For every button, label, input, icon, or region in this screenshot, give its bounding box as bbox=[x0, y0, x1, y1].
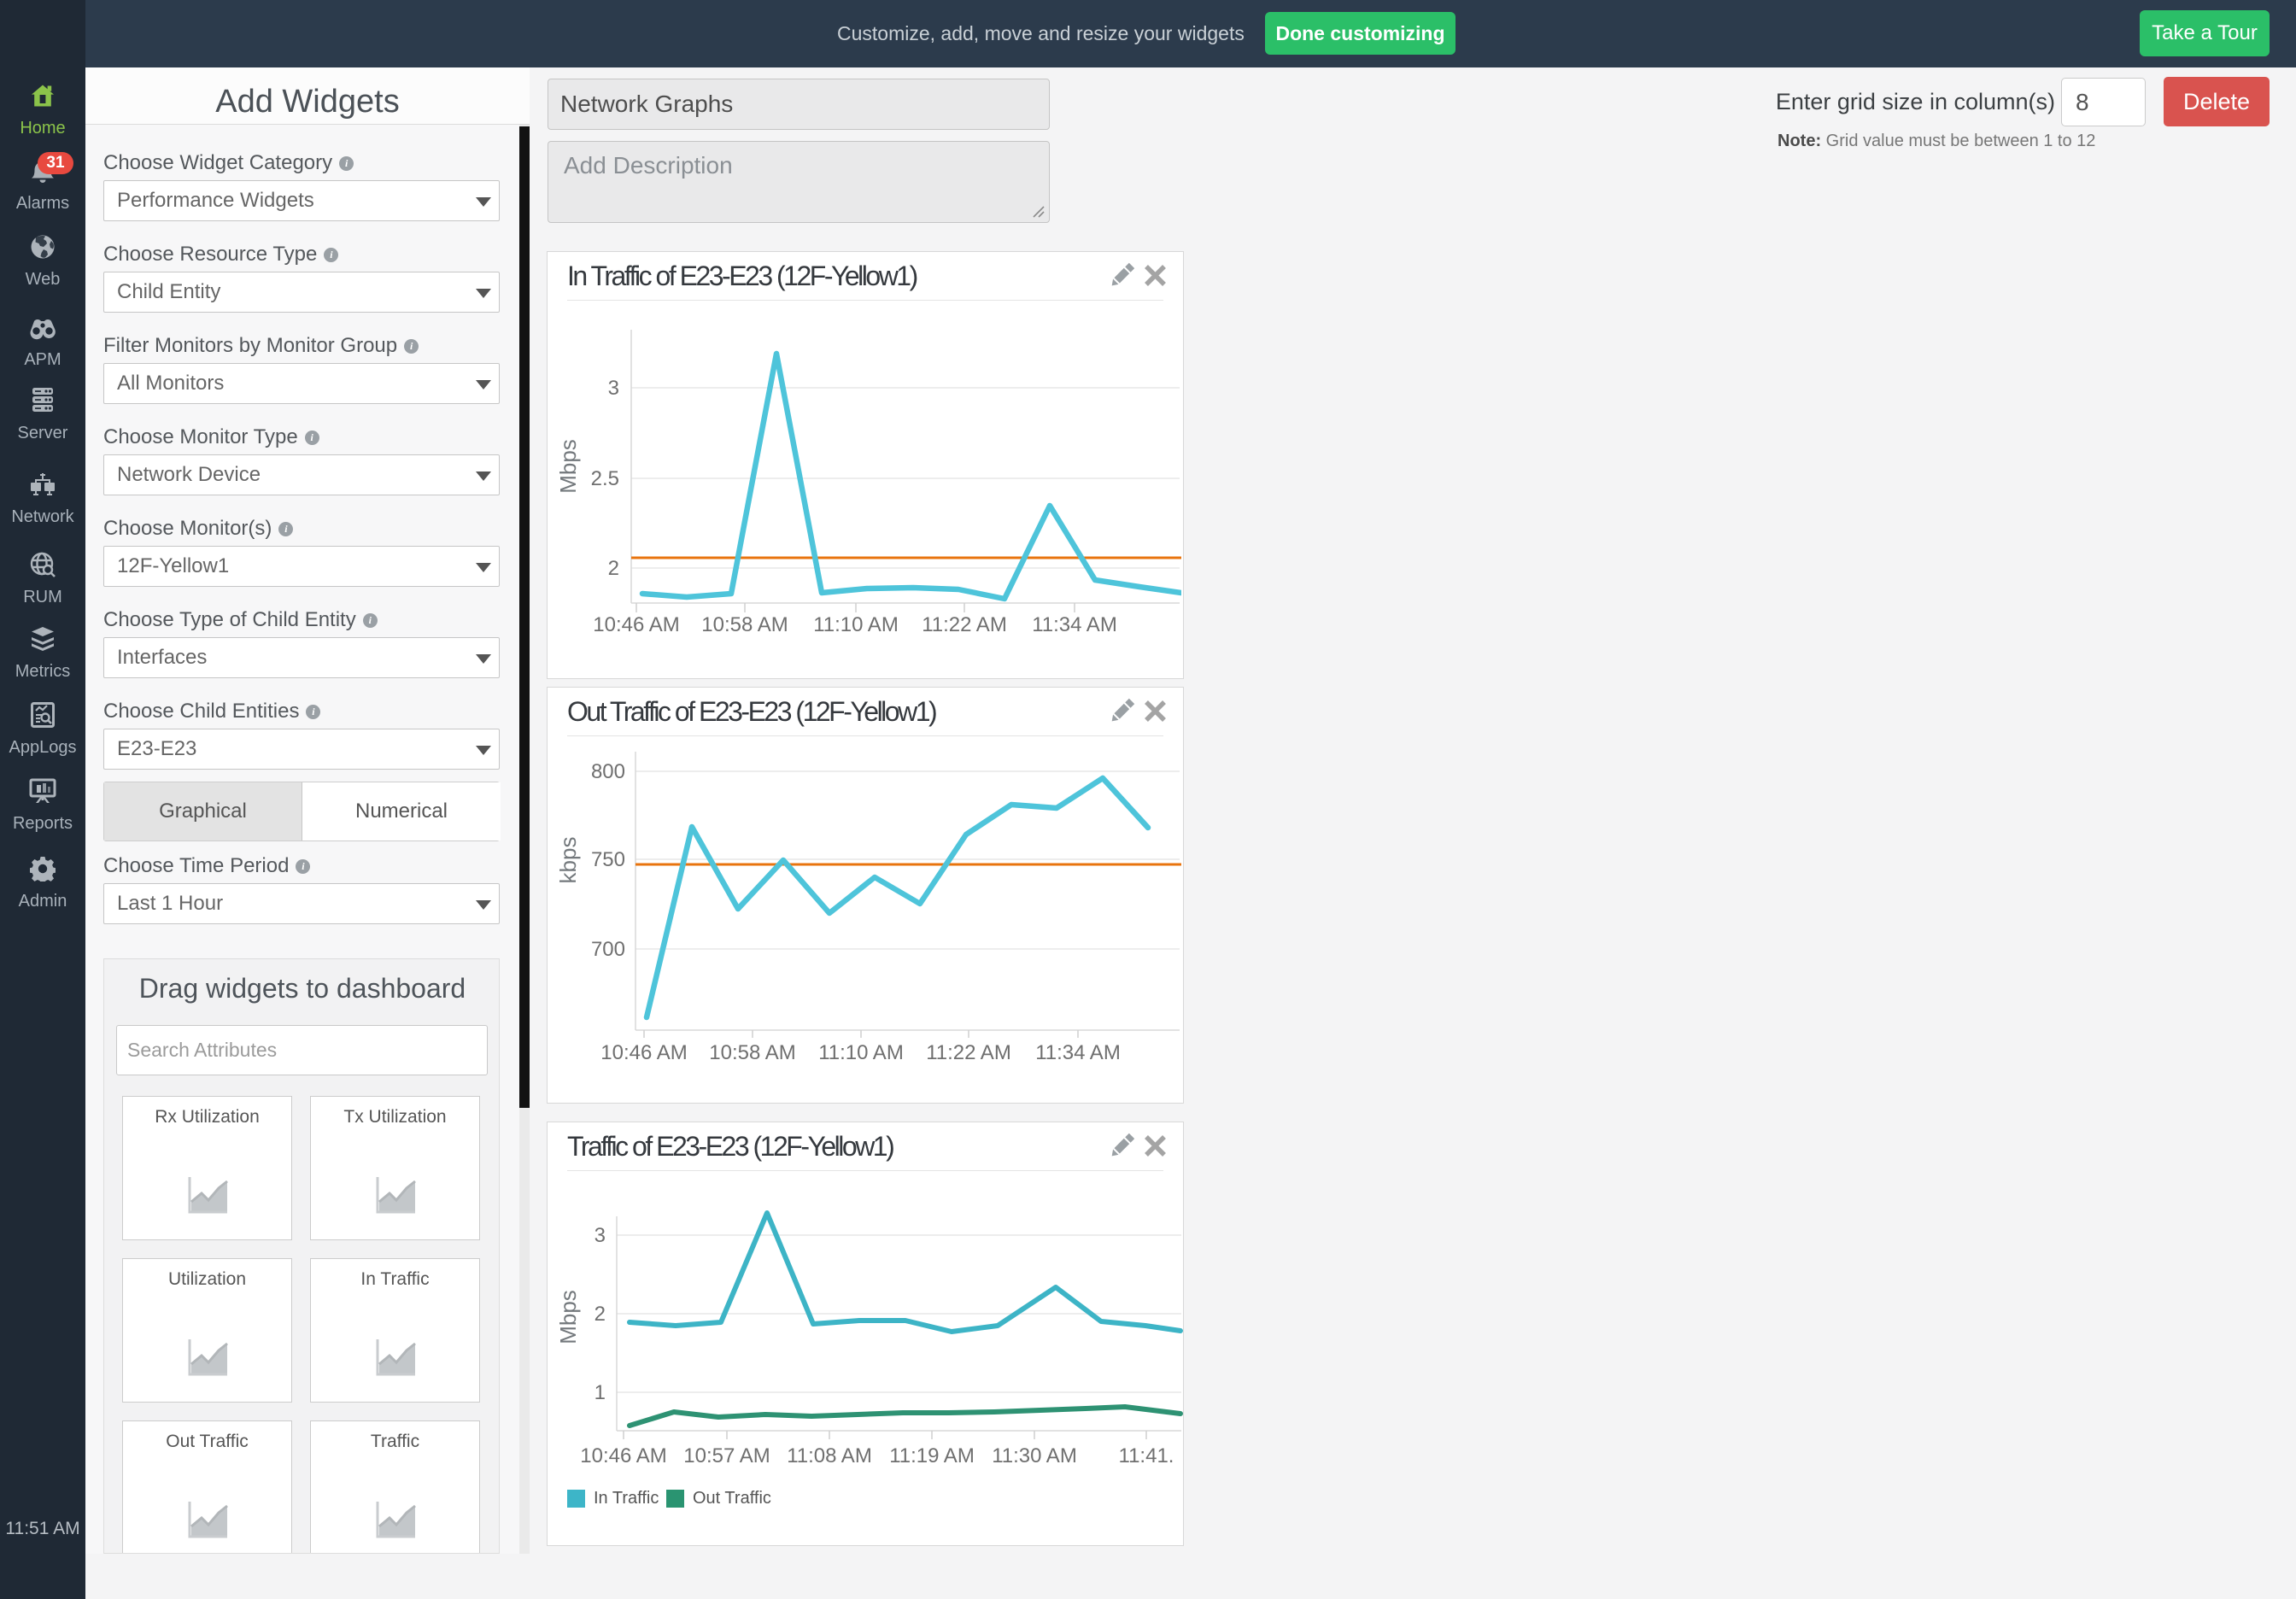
svg-text:11:19 AM: 11:19 AM bbox=[889, 1444, 975, 1467]
svg-text:3: 3 bbox=[594, 1224, 606, 1247]
svg-text:700: 700 bbox=[591, 938, 625, 961]
svg-text:11:41.: 11:41. bbox=[1119, 1444, 1174, 1467]
svg-text:10:46 AM: 10:46 AM bbox=[593, 613, 679, 636]
svg-text:3: 3 bbox=[608, 377, 619, 400]
svg-text:800: 800 bbox=[591, 760, 625, 783]
svg-text:2.5: 2.5 bbox=[591, 467, 619, 490]
svg-text:11:08 AM: 11:08 AM bbox=[787, 1444, 872, 1467]
svg-text:Mbps: Mbps bbox=[555, 439, 581, 494]
svg-text:2: 2 bbox=[594, 1303, 606, 1326]
svg-text:11:34 AM: 11:34 AM bbox=[1035, 1041, 1121, 1064]
svg-text:11:10 AM: 11:10 AM bbox=[813, 613, 899, 636]
svg-text:1: 1 bbox=[594, 1381, 606, 1404]
svg-text:11:22 AM: 11:22 AM bbox=[922, 613, 1007, 636]
svg-text:11:10 AM: 11:10 AM bbox=[818, 1041, 904, 1064]
svg-text:kbps: kbps bbox=[555, 837, 581, 884]
svg-text:2: 2 bbox=[608, 557, 619, 580]
svg-text:750: 750 bbox=[591, 848, 625, 871]
svg-text:11:34 AM: 11:34 AM bbox=[1032, 613, 1117, 636]
svg-text:11:30 AM: 11:30 AM bbox=[992, 1444, 1077, 1467]
svg-text:10:58 AM: 10:58 AM bbox=[701, 613, 788, 636]
svg-text:10:57 AM: 10:57 AM bbox=[683, 1444, 770, 1467]
svg-text:10:46 AM: 10:46 AM bbox=[580, 1444, 666, 1467]
svg-text:Out Traffic: Out Traffic bbox=[693, 1489, 771, 1508]
svg-text:10:46 AM: 10:46 AM bbox=[600, 1041, 687, 1064]
svg-text:In Traffic: In Traffic bbox=[594, 1489, 659, 1508]
svg-text:11:22 AM: 11:22 AM bbox=[926, 1041, 1011, 1064]
svg-text:Mbps: Mbps bbox=[555, 1290, 581, 1344]
svg-text:10:58 AM: 10:58 AM bbox=[709, 1041, 795, 1064]
